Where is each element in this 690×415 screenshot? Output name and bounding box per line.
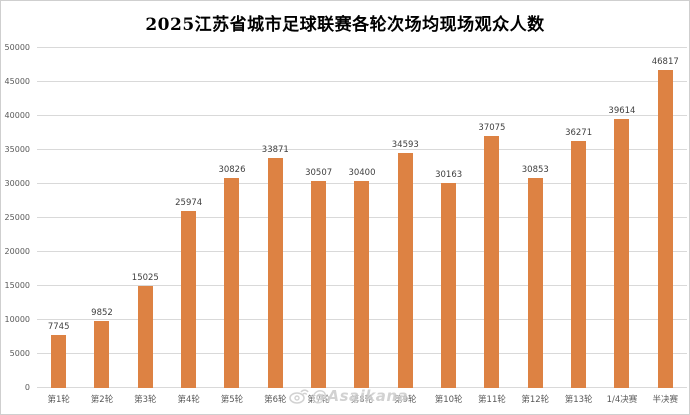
bar-column: 30507 — [297, 48, 340, 388]
bar — [397, 152, 413, 388]
y-axis-tick-label: 5000 — [9, 349, 30, 358]
bar-column: 46817 — [644, 48, 687, 388]
bar-value-label: 30826 — [218, 165, 246, 176]
plot-area: 0 5000 10000 15000 20000 25000 30000 35000 40000… — [5, 43, 687, 405]
bar — [571, 141, 587, 388]
bar-value-label: 36271 — [565, 128, 593, 139]
bar-value-label: 33871 — [261, 144, 289, 155]
x-axis-category-label: 1/4决赛 — [606, 395, 638, 405]
y-axis-tick-label: 45000 — [4, 77, 30, 86]
y-axis-tick-label: 30000 — [4, 179, 30, 188]
x-axis-category-label: 第5轮 — [220, 395, 244, 405]
bar — [51, 335, 67, 388]
x-axis-category-label: 第7轮 — [307, 395, 330, 405]
bar-column: 37075 — [470, 48, 513, 388]
bar — [311, 180, 327, 388]
gridline — [37, 81, 687, 82]
bar-column: 30400 — [340, 48, 383, 388]
bar — [657, 69, 673, 388]
bar-value-label: 15025 — [131, 272, 159, 283]
bar-column: 30826 — [210, 48, 253, 388]
bars-layer: 7745 9852 15025 25974 30826 33871 30507 30400 34… — [37, 48, 687, 388]
bar-value-label: 7745 — [47, 322, 70, 333]
x-axis-category-label: 第9轮 — [394, 395, 417, 405]
gridline — [37, 47, 687, 48]
gridline — [37, 115, 687, 116]
x-axis-category-label: 第1轮 — [47, 395, 70, 405]
bar-column: 30163 — [427, 48, 470, 388]
bar-column: 39614 — [600, 48, 643, 388]
bar — [354, 181, 370, 388]
y-axis-tick-label: 20000 — [4, 247, 30, 256]
y-axis-tick-label: 35000 — [4, 145, 30, 154]
x-axis-category-label: 第11轮 — [478, 395, 506, 405]
bar-column: 15025 — [124, 48, 167, 388]
bar-value-label: 30400 — [348, 168, 376, 179]
bar-value-label: 25974 — [175, 198, 203, 209]
bar-column: 7745 — [37, 48, 80, 388]
bar-value-label: 30163 — [435, 169, 463, 180]
x-axis-category-label: 第2轮 — [90, 395, 114, 405]
bar-value-label: 34593 — [391, 139, 419, 150]
chart-title: 2025江苏省城市足球联赛各轮次场均现场观众人数 — [145, 15, 545, 35]
x-axis-category-label: 第6轮 — [264, 395, 287, 405]
gridline — [37, 149, 687, 150]
y-axis-tick-label: 25000 — [4, 213, 30, 222]
y-axis-tick-label: 50000 — [4, 43, 30, 52]
bar — [614, 118, 630, 388]
x-axis-category-label: 第3轮 — [134, 395, 157, 405]
bar-value-label: 30507 — [305, 167, 333, 178]
bar — [94, 321, 110, 388]
y-axis-tick-label: 40000 — [4, 111, 30, 120]
bar — [181, 211, 197, 388]
bar — [527, 178, 543, 388]
bar-value-label: 39614 — [608, 105, 636, 116]
x-axis-category-label: 第10轮 — [434, 395, 463, 405]
bar-value-label: 9852 — [91, 308, 113, 319]
x-axis-category-label: 第8轮 — [350, 395, 374, 405]
bar-value-label: 46817 — [651, 56, 679, 67]
bar — [441, 182, 457, 388]
bar — [224, 178, 240, 388]
x-axis-category-label: 半决赛 — [652, 395, 679, 405]
x-axis-labels: 第1轮 第2轮 第3轮 第4轮 第5轮 第6轮 第7轮 第8轮 第9轮 第10轮 第11轮 第12轮 第… — [37, 393, 687, 405]
bar-column: 36271 — [557, 48, 600, 388]
bar-column: 30853 — [514, 48, 557, 388]
y-axis-tick-label: 15000 — [4, 281, 30, 290]
bar — [267, 157, 283, 388]
bar — [484, 135, 500, 388]
bar-column: 33871 — [254, 48, 297, 388]
bar-column: 25974 — [167, 48, 210, 388]
bar-value-label: 37075 — [478, 122, 506, 133]
bar-column: 34593 — [384, 48, 427, 388]
bar-column: 9852 — [80, 48, 123, 388]
bar-value-label: 30853 — [521, 165, 549, 176]
y-axis-tick-label: 10000 — [4, 315, 30, 324]
y-axis-tick-label: 0 — [24, 383, 30, 392]
x-axis-category-label: 第4轮 — [177, 395, 200, 405]
x-axis-category-label: 第12轮 — [521, 395, 550, 405]
x-axis-category-label: 第13轮 — [564, 395, 593, 405]
bar — [137, 285, 153, 388]
